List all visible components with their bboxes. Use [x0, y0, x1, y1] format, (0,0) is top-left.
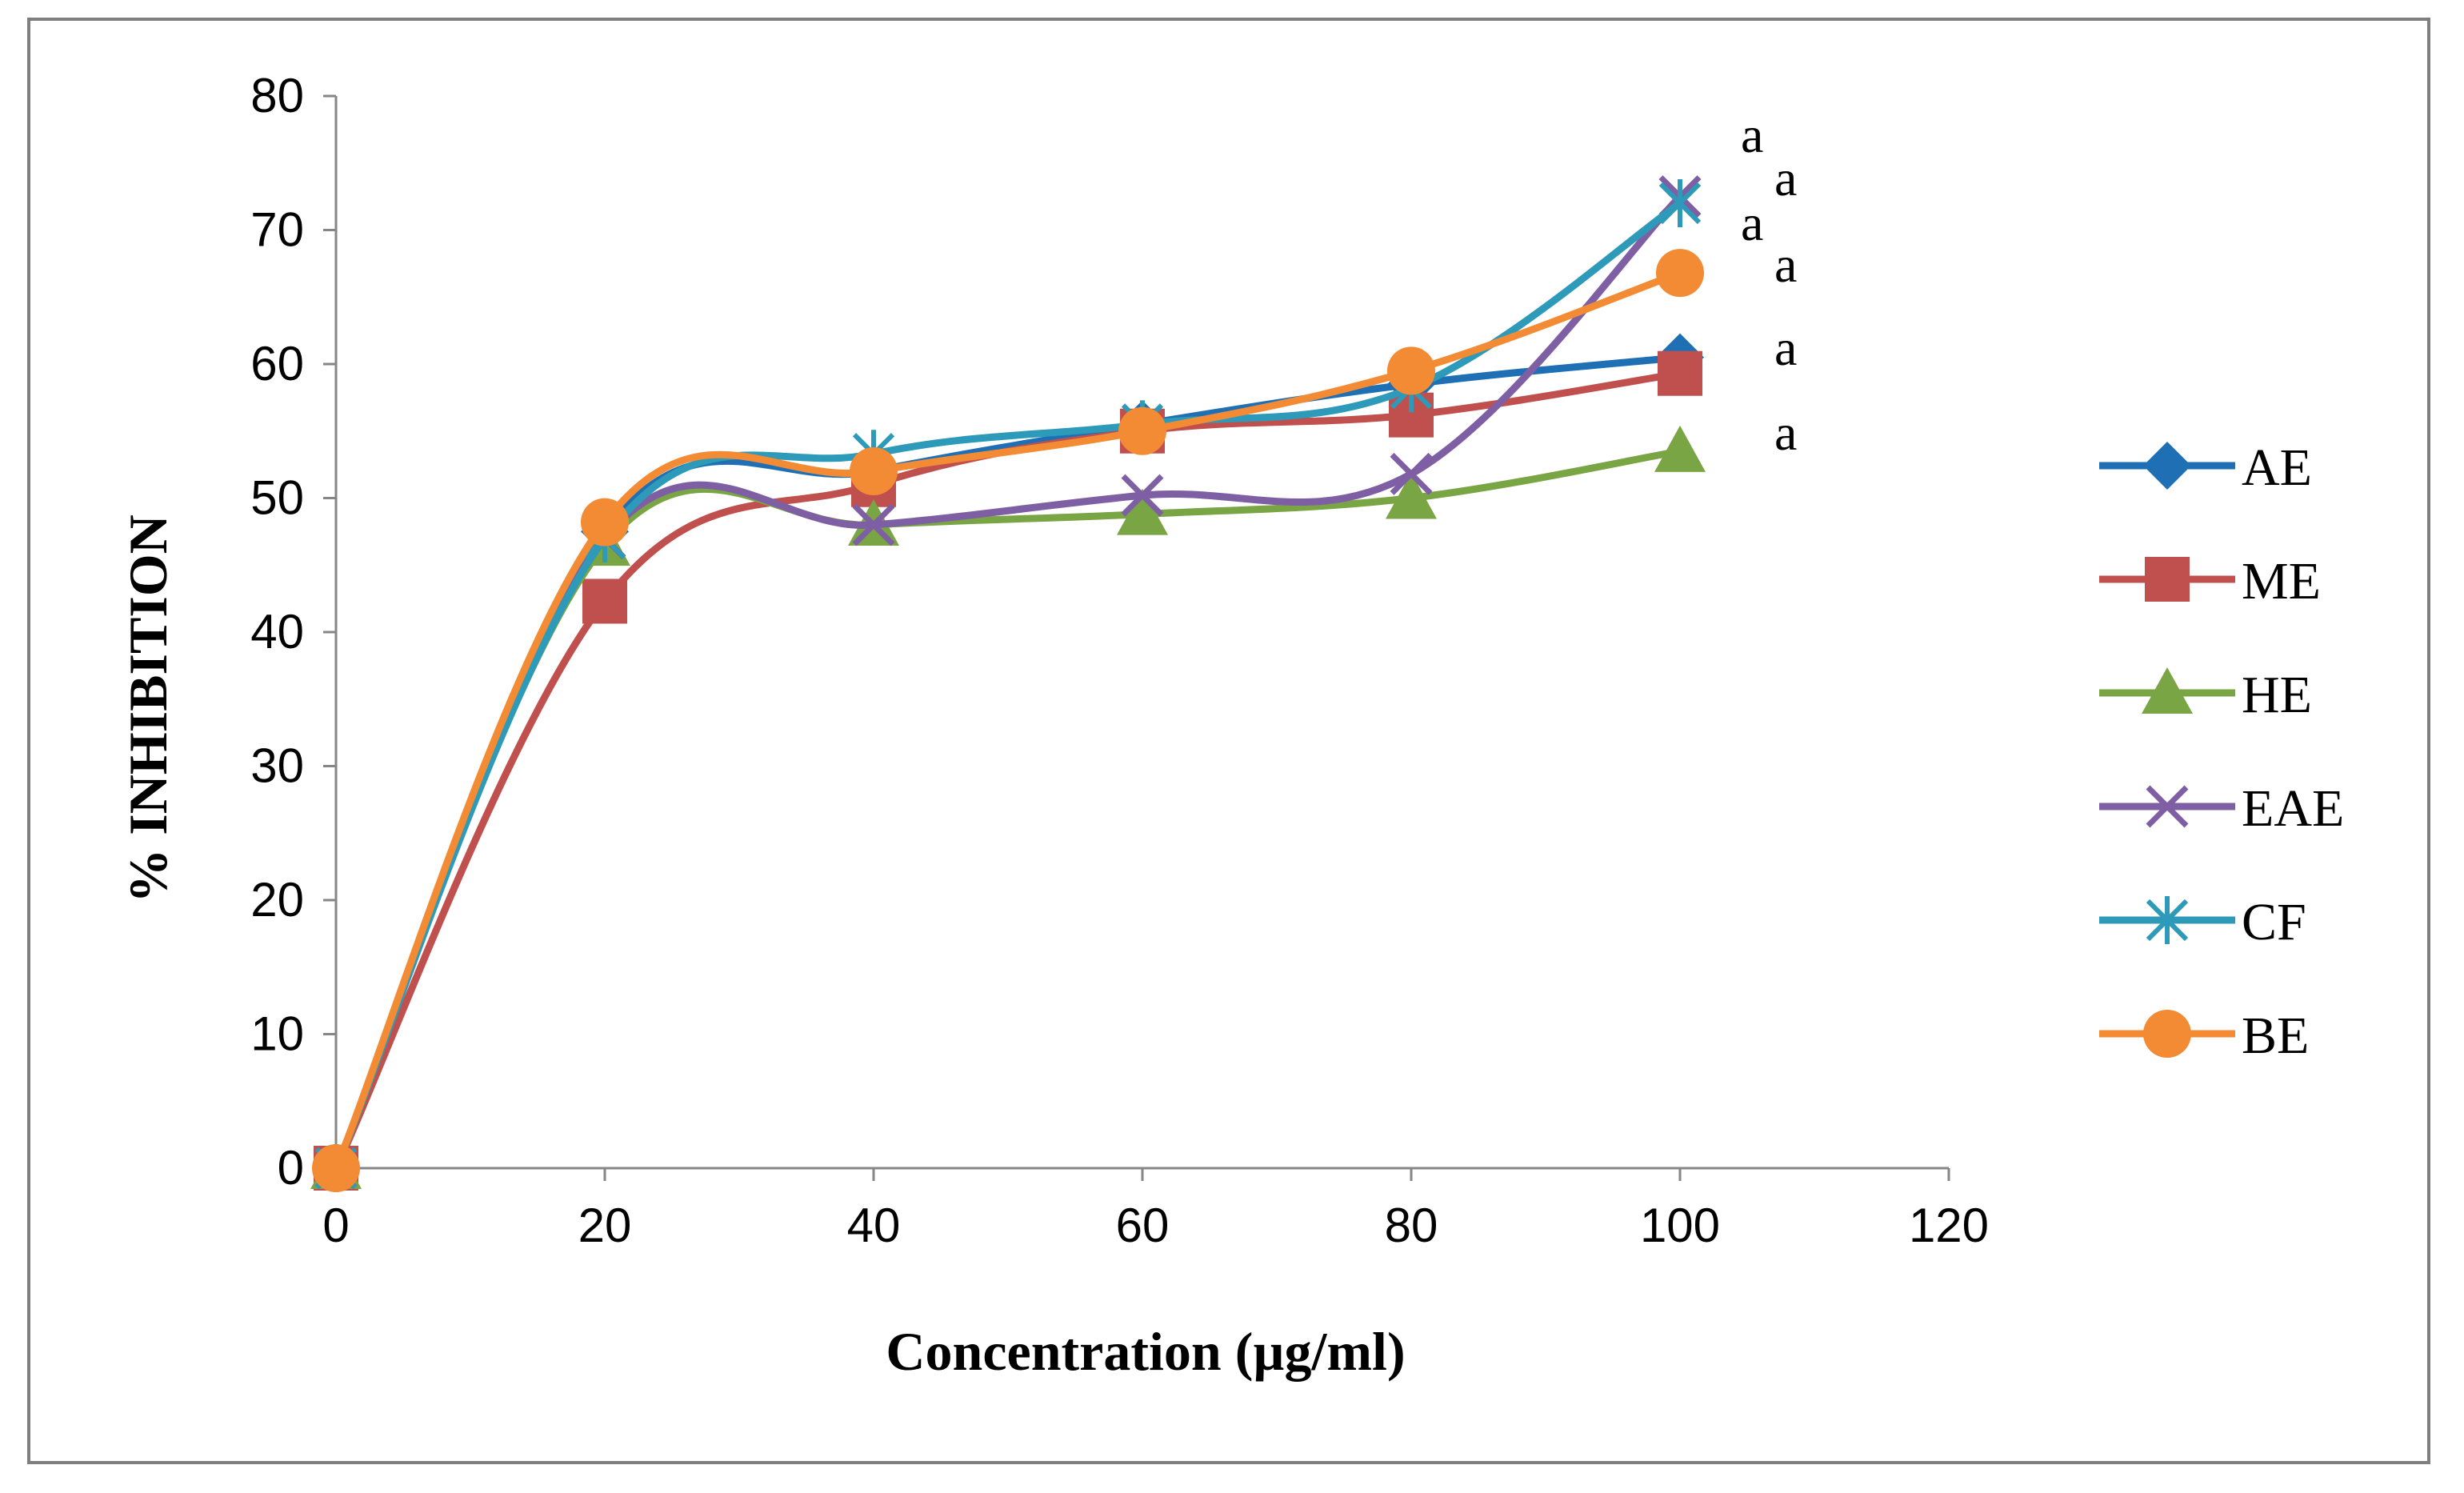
data-point-be [1656, 249, 1704, 298]
legend-marker [2145, 557, 2190, 602]
axes: 0 20 40 60 80 100 120 0 10 20 30 40 50 60 70 80 [250, 69, 1989, 1252]
series-be [312, 249, 1704, 1192]
legend-label: HE [2242, 666, 2312, 724]
y-tick-label: 30 [250, 739, 304, 793]
legend: AE ME HE EAE CF BE [2099, 438, 2344, 1065]
legend-marker [2143, 442, 2191, 490]
data-point-be [581, 498, 629, 546]
data-point-be [312, 1144, 360, 1192]
x-tick-label: 80 [1385, 1199, 1438, 1252]
series-layer [310, 175, 1706, 1192]
significance-label: a [1774, 236, 1797, 293]
legend-marker [2146, 896, 2189, 944]
legend-label: BE [2242, 1007, 2309, 1065]
significance-label: a [1774, 150, 1797, 206]
significance-label: a [1774, 319, 1797, 376]
data-point-eae-stroke [1121, 474, 1164, 517]
data-point-eae-stroke [1390, 452, 1433, 495]
series-cf [314, 179, 1702, 1192]
x-tick-label: 20 [578, 1199, 632, 1252]
significance-label: a [1774, 404, 1797, 461]
legend-label: AE [2242, 438, 2312, 497]
x-tick-label: 40 [847, 1199, 901, 1252]
legend-item-he: HE [2099, 666, 2312, 724]
data-point-be [1387, 346, 1435, 395]
data-point-he [1386, 472, 1437, 519]
x-tick-label: 0 [322, 1199, 349, 1252]
y-tick-label: 0 [278, 1141, 304, 1195]
legend-label: EAE [2242, 779, 2344, 838]
legend-label: CF [2242, 893, 2306, 951]
significance-label: a [1741, 194, 1763, 251]
data-point-he [1654, 425, 1706, 472]
y-axis-title: % INHIBITION [118, 514, 178, 903]
legend-item-cf: CF [2099, 893, 2306, 951]
y-tick-label: 80 [250, 69, 304, 122]
series-me [314, 350, 1702, 1191]
legend-item-be: BE [2099, 1007, 2309, 1065]
legend-marker-stroke [2146, 785, 2189, 828]
y-tick-label: 40 [250, 605, 304, 658]
series-line-ae [332, 354, 1684, 1172]
y-tick-label: 10 [250, 1007, 304, 1061]
x-tick-label: 100 [1640, 1199, 1720, 1252]
x-tick-label: 60 [1116, 1199, 1170, 1252]
y-tick-label: 60 [250, 337, 304, 390]
data-point-he [1117, 488, 1168, 535]
series-ae [312, 333, 1704, 1192]
series-line-me [332, 370, 1684, 1172]
legend-item-ae: AE [2099, 438, 2312, 497]
data-point-cf [1658, 179, 1702, 227]
y-tick-label: 20 [250, 873, 304, 927]
data-point-eae [852, 503, 895, 546]
x-tick-label: 120 [1909, 1199, 1989, 1252]
data-point-be [1118, 406, 1166, 455]
legend-marker [2142, 667, 2193, 714]
data-point-me [1658, 350, 1702, 396]
legend-item-eae: EAE [2099, 779, 2344, 838]
series-he [310, 425, 1706, 1189]
significance-label: a [1741, 106, 1763, 163]
chart-frame [27, 18, 2430, 1464]
data-point-eae-stroke [852, 503, 895, 546]
legend-item-me: ME [2099, 552, 2321, 610]
data-point-eae [1121, 474, 1164, 517]
data-point-me [582, 578, 627, 624]
legend-label: ME [2242, 552, 2321, 610]
series-line-cf [332, 199, 1684, 1172]
legend-marker [2143, 1010, 2191, 1058]
x-axis-title: Concentration (µg/ml) [886, 1321, 1405, 1382]
data-point-eae [1390, 452, 1433, 495]
series-line-eae [332, 193, 1684, 1172]
series-line-he [332, 447, 1684, 1172]
legend-marker [2146, 785, 2189, 828]
data-point-be [850, 447, 898, 495]
y-tick-label: 70 [250, 203, 304, 257]
y-tick-label: 50 [250, 471, 304, 525]
